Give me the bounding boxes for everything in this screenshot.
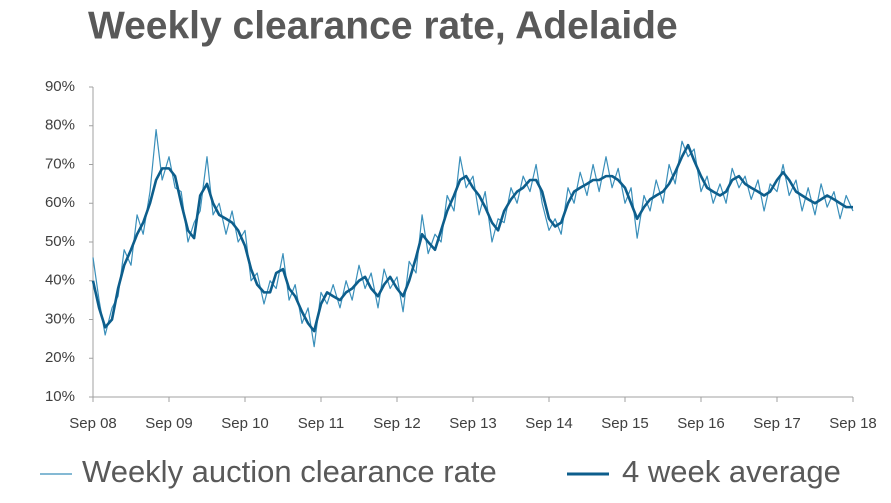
x-tick-label: Sep 17: [753, 415, 801, 432]
x-tick-label: Sep 09: [145, 415, 193, 432]
x-tick-label: Sep 18: [829, 415, 877, 432]
y-tick-label: 60%: [45, 194, 75, 211]
y-tick-label: 30%: [45, 310, 75, 327]
legend-label: 4 week average: [622, 454, 841, 489]
y-tick-label: 80%: [45, 117, 75, 134]
x-tick-label: Sep 13: [449, 415, 497, 432]
y-tick-label: 10%: [45, 388, 75, 405]
x-tick-label: Sep 16: [677, 415, 725, 432]
y-tick-label: 40%: [45, 272, 75, 289]
y-tick-label: 70%: [45, 155, 75, 172]
x-tick-label: Sep 08: [69, 415, 117, 432]
chart-title: Weekly clearance rate, Adelaide: [88, 4, 678, 47]
series-line: [91, 143, 853, 333]
x-tick-label: Sep 14: [525, 415, 573, 432]
x-tick-label: Sep 12: [373, 415, 421, 432]
x-tick-label: Sep 15: [601, 415, 649, 432]
y-tick-label: 90%: [45, 78, 75, 95]
y-tick-label: 50%: [45, 233, 75, 250]
legend-label: Weekly auction clearance rate: [82, 454, 497, 489]
y-tick-label: 20%: [45, 349, 75, 366]
x-tick-label: Sep 11: [298, 415, 344, 432]
series-line: [92, 129, 854, 348]
x-tick-label: Sep 10: [221, 415, 269, 432]
